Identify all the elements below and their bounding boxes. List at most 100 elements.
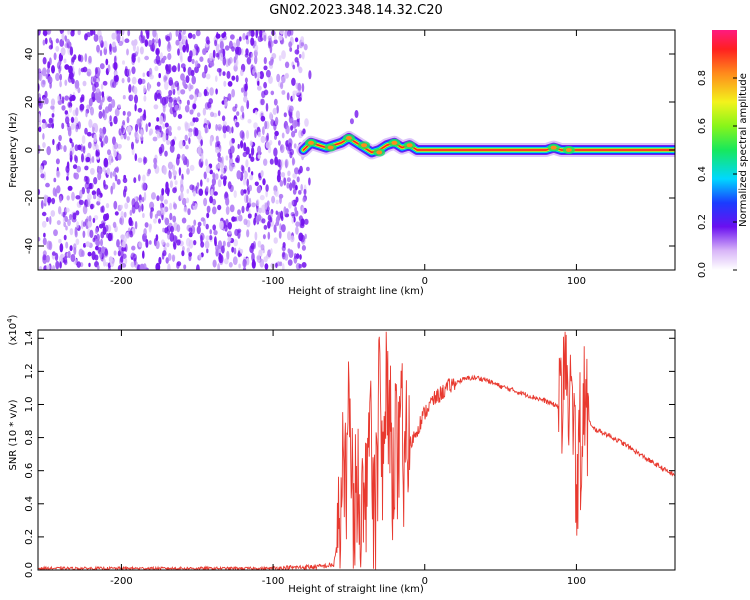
noise-blob: [51, 251, 56, 256]
noise-blob: [171, 254, 176, 261]
noise-blob: [240, 140, 244, 149]
noise-blob: [241, 111, 245, 119]
noise-blob: [122, 241, 126, 248]
noise-blob: [278, 193, 284, 199]
noise-blob: [275, 210, 278, 215]
noise-blob: [104, 224, 109, 232]
noise-blob: [244, 53, 249, 58]
x-tick-label: -100: [262, 276, 285, 287]
noise-blob: [254, 181, 259, 187]
noise-blob: [152, 136, 158, 142]
noise-blob: [75, 195, 81, 200]
noise-blob: [178, 32, 182, 42]
noise-blob: [53, 229, 58, 237]
noise-blob: [198, 92, 202, 98]
signal-spur: [354, 110, 359, 118]
noise-blob: [223, 177, 227, 187]
noise-blob: [116, 239, 120, 248]
noise-blob: [119, 204, 124, 210]
noise-blob: [134, 153, 138, 162]
noise-blob: [184, 134, 188, 141]
noise-blob: [109, 115, 112, 122]
noise-blob: [205, 165, 211, 174]
snr-xlabel: Height of straight line (km): [288, 584, 424, 595]
noise-blob: [133, 86, 138, 95]
noise-blob: [55, 38, 60, 44]
noise-blob: [204, 240, 210, 249]
noise-blob: [292, 173, 297, 179]
noise-blob: [45, 254, 51, 263]
noise-blob: [83, 243, 86, 248]
noise-blob: [92, 217, 96, 224]
noise-blob: [131, 40, 135, 46]
noise-blob: [242, 177, 247, 186]
noise-blob: [156, 210, 162, 217]
noise-blob: [180, 73, 185, 81]
noise-blob: [93, 177, 98, 185]
noise-blob: [295, 221, 300, 227]
noise-blob: [156, 93, 162, 100]
noise-blob: [260, 170, 264, 178]
noise-blob: [186, 247, 190, 253]
noise-blob: [67, 219, 71, 227]
noise-blob: [176, 224, 181, 233]
noise-blob: [257, 145, 262, 155]
noise-blob: [295, 253, 300, 259]
noise-blob: [219, 52, 224, 62]
noise-blob: [137, 157, 143, 163]
noise-blob: [291, 179, 296, 189]
y-tick-label: 1.4: [24, 330, 35, 346]
noise-blob: [217, 110, 221, 117]
noise-blob: [191, 58, 195, 65]
noise-blob: [131, 66, 136, 75]
noise-blob: [109, 121, 113, 127]
y-tick-label: 0.0: [24, 562, 35, 578]
noise-blob: [227, 58, 231, 66]
signal-blob-core: [308, 140, 314, 145]
noise-blob: [245, 38, 250, 45]
noise-blob: [76, 221, 80, 229]
noise-blob: [166, 139, 171, 146]
noise-blob: [294, 37, 299, 43]
noise-blob: [139, 199, 143, 207]
noise-blob: [149, 128, 154, 135]
noise-blob: [274, 116, 279, 126]
noise-blob: [102, 167, 106, 172]
noise-blob: [82, 205, 88, 215]
noise-blob: [172, 235, 178, 244]
noise-blob: [294, 128, 298, 134]
noise-blob: [292, 188, 297, 195]
noise-blob: [278, 230, 282, 239]
noise-blob: [163, 75, 167, 83]
noise-blob: [54, 188, 58, 198]
noise-blob: [141, 182, 147, 191]
noise-blob: [263, 224, 268, 230]
noise-blob: [136, 133, 140, 141]
noise-blob: [47, 123, 52, 129]
noise-blob: [81, 250, 85, 257]
colorbar-ticks: 0.0 0.2 0.4 0.6 0.8: [697, 70, 737, 278]
noise-blob: [194, 117, 199, 123]
noise-blob: [65, 38, 70, 44]
noise-blob: [259, 30, 263, 38]
noise-blob: [291, 77, 296, 86]
noise-blob: [38, 100, 43, 109]
noise-blob: [264, 263, 269, 270]
noise-blob: [190, 69, 195, 77]
noise-blob: [59, 195, 62, 203]
noise-blob: [62, 211, 66, 218]
noise-blob: [191, 75, 196, 85]
noise-blob: [122, 60, 125, 65]
noise-blob: [267, 214, 272, 222]
noise-blob: [124, 202, 129, 210]
y-tick-label: 0.8: [24, 430, 35, 446]
noise-blob: [209, 195, 214, 204]
noise-blob: [73, 243, 77, 251]
noise-blob: [244, 171, 248, 179]
noise-blob: [241, 165, 245, 174]
noise-blob: [67, 127, 72, 137]
noise-blob: [304, 218, 309, 225]
noise-blob: [73, 116, 79, 126]
noise-blob: [185, 144, 189, 150]
noise-blob: [284, 158, 289, 168]
